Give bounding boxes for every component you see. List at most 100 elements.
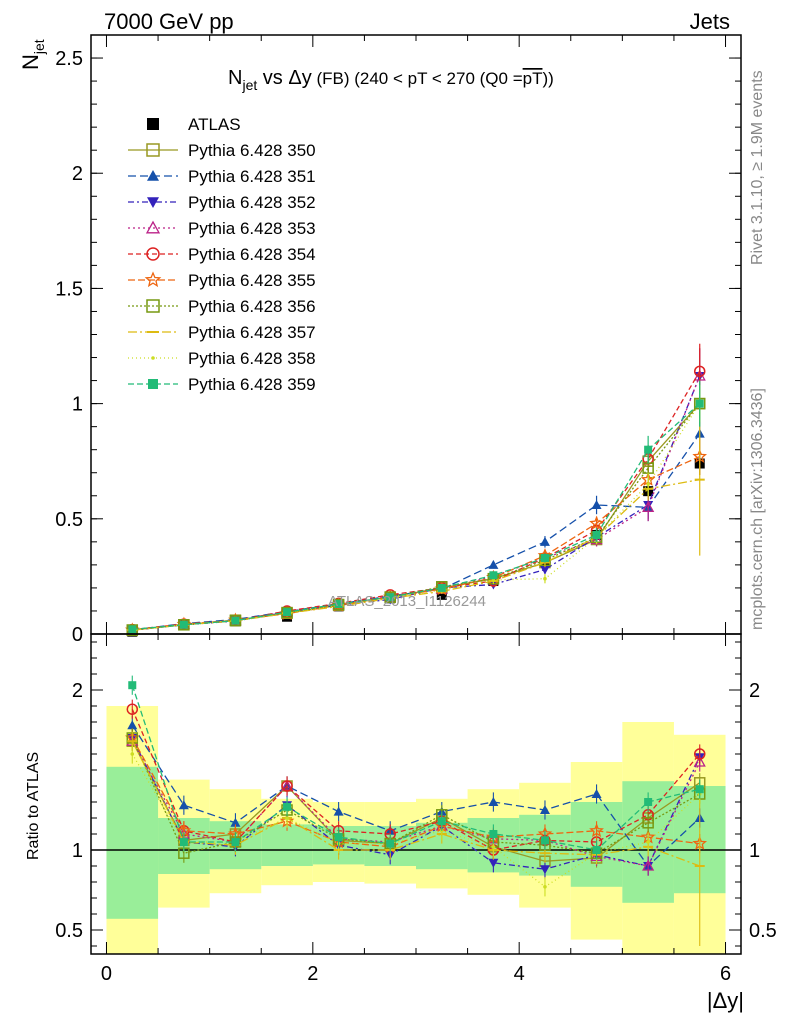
legend-marker [147, 197, 159, 208]
legend-label: Pythia 6.428 352 [188, 193, 316, 212]
ratio-panel: 0.5 0.5 1 1 2 2 0 2 4 6 [55, 633, 777, 985]
legend-marker [147, 118, 159, 130]
ratio-line [131, 708, 701, 851]
ratio-point [488, 797, 499, 806]
series-line [132, 371, 701, 631]
ratio-frame [90, 633, 742, 955]
band-green [261, 824, 313, 866]
ratio-point [489, 830, 498, 838]
data-point [231, 616, 240, 625]
data-point [591, 499, 602, 509]
legend-label: Pythia 6.428 355 [188, 271, 316, 290]
legend-marker [145, 220, 161, 234]
legend: ATLAS Pythia 6.428 350 Pythia 6.428 351 Pyt… [128, 115, 316, 394]
ratio-line [131, 740, 701, 862]
ratio-ytick-label: 1 [72, 840, 83, 862]
ratio-point [540, 836, 549, 845]
ratio-point [333, 806, 344, 816]
ratio-point [231, 838, 240, 846]
ratio-point [644, 798, 653, 806]
main-ytick-label: 0.5 [55, 509, 83, 531]
data-point [646, 482, 650, 487]
ratio-point [543, 885, 547, 889]
main-axes: 0 0.5 1 1.5 2 2.5 [55, 35, 741, 646]
ratio-point [127, 720, 138, 730]
ratio-point [646, 840, 650, 844]
title-small: (FB) [312, 69, 350, 88]
svg-text:Njet: Njet [18, 39, 47, 70]
legend-label: Pythia 6.428 350 [188, 141, 316, 160]
main-ytick-label: 2.5 [55, 48, 83, 70]
ratio-point [281, 780, 293, 792]
ratio-line [131, 740, 700, 867]
data-point [543, 576, 547, 581]
ratio-line [131, 737, 701, 870]
title-rest: (240 < pT < 270 (Q0 = [350, 69, 523, 88]
band-green [106, 766, 159, 919]
legend-marker [146, 299, 160, 313]
data-point [386, 593, 395, 602]
x-tick-label: 0 [101, 963, 112, 985]
data-point [642, 500, 655, 512]
legend-label: ATLAS [188, 115, 241, 134]
legend-label: Pythia 6.428 358 [188, 349, 316, 368]
title-main-sub: jet [241, 77, 257, 93]
x-axis-label: |Δy| [707, 988, 744, 1013]
legend-label: Pythia 6.428 353 [188, 219, 316, 238]
title-over: pT [523, 69, 543, 88]
data-point [695, 399, 704, 408]
data-point [436, 589, 447, 600]
ratio-point [128, 681, 137, 690]
data-point [540, 553, 549, 562]
ratio-point [589, 823, 604, 838]
title-close: )) [542, 69, 553, 88]
ratio-point [592, 846, 601, 854]
x-tick-label: 2 [307, 963, 318, 985]
ratio-line [131, 724, 701, 867]
ratio-line [131, 737, 700, 848]
watermark: ATLAS_2013_I1126244 [328, 593, 486, 610]
series-line [132, 478, 700, 631]
ratio-ytick-label-right: 2 [749, 680, 760, 702]
data-point [539, 536, 550, 546]
ratio-point [386, 839, 395, 848]
legend-marker [144, 271, 162, 288]
ratio-point [126, 703, 139, 715]
main-ytick-label: 2 [72, 163, 83, 185]
series-line [132, 433, 701, 631]
data-point [539, 565, 550, 575]
x-tick-label: 6 [720, 963, 731, 985]
data-point [592, 530, 601, 539]
ratio-point [642, 859, 655, 871]
ratio-point [179, 838, 188, 846]
title-mid: vs Δy [257, 67, 311, 89]
ratio-axes: 0.5 0.5 1 1 2 2 0 2 4 6 [55, 634, 777, 985]
legend-marker [146, 143, 160, 157]
header-left: 7000 GeV pp [104, 9, 234, 34]
ratio-point [178, 800, 189, 810]
main-series-layer [124, 343, 708, 637]
data-point [179, 620, 188, 629]
data-point [128, 625, 137, 634]
main-ylabel: Njet [18, 39, 47, 70]
data-point [489, 571, 498, 580]
ratio-point [693, 755, 706, 767]
ratio-point [334, 833, 343, 842]
legend-label: Pythia 6.428 356 [188, 297, 316, 316]
chart-title: Njet vs Δy (FB) (240 < pT < 270 (Q0 =pT)… [228, 67, 554, 93]
ratio-ytick-label-right: 1 [749, 840, 760, 862]
ratio-point [539, 865, 550, 875]
ratio-series-pythia-6.428-359 [128, 675, 704, 860]
ratio-point [642, 817, 654, 829]
ratio-point [591, 789, 602, 798]
ratio-line [131, 740, 701, 867]
ratio-series-layer [124, 675, 708, 946]
ratio-ytick-label: 2 [72, 680, 83, 702]
data-point [589, 515, 604, 530]
ratio-point [693, 748, 706, 760]
source-label: mcplots.cern.ch [arXiv:1306.3436] [749, 388, 766, 630]
legend-marker [146, 247, 160, 261]
rivet-label: Rivet 3.1.10, ≥ 1.9M events [749, 70, 766, 265]
main-ytick-label: 0 [72, 624, 83, 646]
